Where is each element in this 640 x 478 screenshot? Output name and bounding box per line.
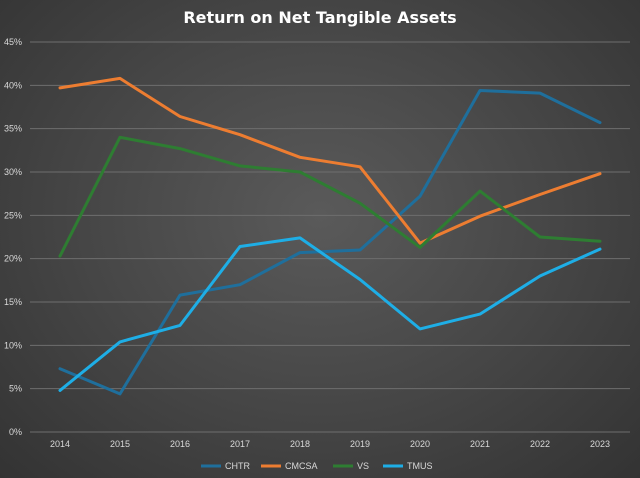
- x-tick-label: 2022: [530, 439, 550, 449]
- y-tick-label: 5%: [9, 384, 22, 394]
- x-tick-label: 2017: [230, 439, 250, 449]
- x-tick-label: 2019: [350, 439, 370, 449]
- y-tick-label: 40%: [4, 80, 22, 90]
- y-tick-label: 0%: [9, 427, 22, 437]
- legend-label: CHTR: [225, 461, 250, 471]
- series-line-tmus: [58, 236, 602, 392]
- y-tick-label: 45%: [4, 37, 22, 47]
- y-tick-label: 30%: [4, 167, 22, 177]
- series-lines: [58, 76, 602, 396]
- x-tick-label: 2016: [170, 439, 190, 449]
- y-axis-ticks: 0% 5% 10% 15% 20% 25% 30% 35% 40% 45%: [4, 37, 22, 437]
- x-tick-label: 2020: [410, 439, 430, 449]
- series-line-vs: [58, 135, 602, 258]
- legend-label: CMCSA: [285, 461, 318, 471]
- y-tick-label: 15%: [4, 297, 22, 307]
- series-line-cmcsa: [58, 76, 602, 245]
- y-tick-label: 10%: [4, 340, 22, 350]
- legend-item-vs: VS: [333, 461, 369, 471]
- legend-item-tmus: TMUS: [383, 461, 433, 471]
- x-tick-label: 2018: [290, 439, 310, 449]
- x-tick-label: 2014: [50, 439, 70, 449]
- legend-item-cmcsa: CMCSA: [261, 461, 318, 471]
- y-tick-label: 35%: [4, 124, 22, 134]
- series-line-chtr: [58, 89, 602, 396]
- legend-item-chtr: CHTR: [201, 461, 250, 471]
- x-axis-ticks: 2014 2015 2016 2017 2018 2019 2020 2021 2022 2023: [50, 439, 610, 449]
- legend-label: TMUS: [407, 461, 433, 471]
- y-tick-label: 20%: [4, 254, 22, 264]
- legend: CHTR CMCSA VS TMUS: [201, 461, 433, 471]
- legend-label: VS: [357, 461, 369, 471]
- x-tick-label: 2023: [590, 439, 610, 449]
- chart-title: Return on Net Tangible Assets: [183, 8, 456, 27]
- x-tick-label: 2015: [110, 439, 130, 449]
- y-tick-label: 25%: [4, 210, 22, 220]
- x-tick-label: 2021: [470, 439, 490, 449]
